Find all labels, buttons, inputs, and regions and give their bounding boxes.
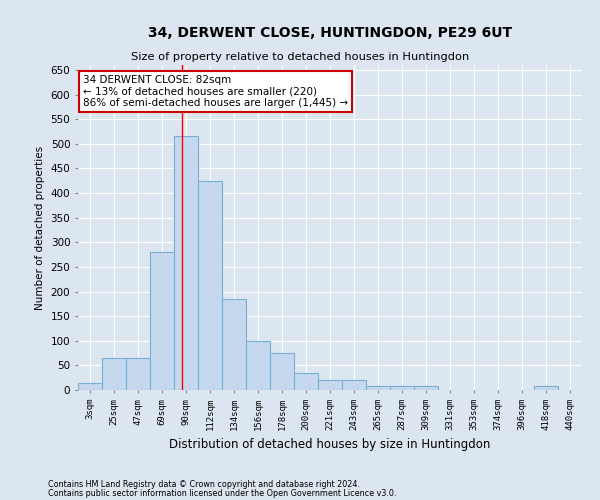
Bar <box>366 386 390 390</box>
Text: Contains public sector information licensed under the Open Government Licence v3: Contains public sector information licen… <box>48 488 397 498</box>
Y-axis label: Number of detached properties: Number of detached properties <box>35 146 45 310</box>
Bar <box>342 380 366 390</box>
Text: 34 DERWENT CLOSE: 82sqm
← 13% of detached houses are smaller (220)
86% of semi-d: 34 DERWENT CLOSE: 82sqm ← 13% of detache… <box>83 74 348 108</box>
Bar <box>270 353 294 390</box>
Bar <box>534 386 558 390</box>
Bar <box>126 358 150 390</box>
Text: Size of property relative to detached houses in Huntingdon: Size of property relative to detached ho… <box>131 52 469 62</box>
Bar <box>102 358 126 390</box>
Bar <box>294 373 318 390</box>
Bar <box>174 136 198 390</box>
Bar <box>150 252 174 390</box>
Bar <box>222 299 246 390</box>
X-axis label: Distribution of detached houses by size in Huntingdon: Distribution of detached houses by size … <box>169 438 491 451</box>
Text: Contains HM Land Registry data © Crown copyright and database right 2024.: Contains HM Land Registry data © Crown c… <box>48 480 360 489</box>
Bar <box>198 180 222 390</box>
Bar <box>414 386 438 390</box>
Bar <box>246 341 270 390</box>
Title: 34, DERWENT CLOSE, HUNTINGDON, PE29 6UT: 34, DERWENT CLOSE, HUNTINGDON, PE29 6UT <box>148 26 512 40</box>
Bar <box>318 380 342 390</box>
Bar <box>390 386 414 390</box>
Bar <box>78 382 102 390</box>
